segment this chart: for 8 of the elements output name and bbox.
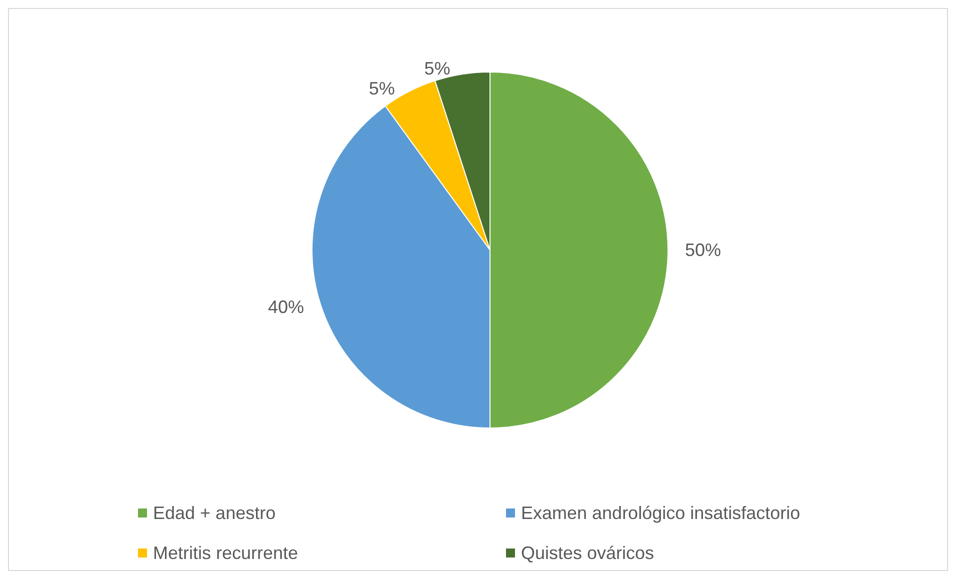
data-label: 5%	[424, 58, 450, 78]
legend-label: Edad + anestro	[153, 503, 276, 523]
data-label: 50%	[685, 240, 722, 260]
data-label: 5%	[368, 78, 395, 98]
legend-label: Quistes ováricos	[521, 543, 654, 563]
data-label: 40%	[268, 296, 304, 317]
legend-label: Examen andrológico insatisfactorio	[521, 503, 800, 523]
legend-label: Metritis recurrente	[153, 543, 298, 563]
